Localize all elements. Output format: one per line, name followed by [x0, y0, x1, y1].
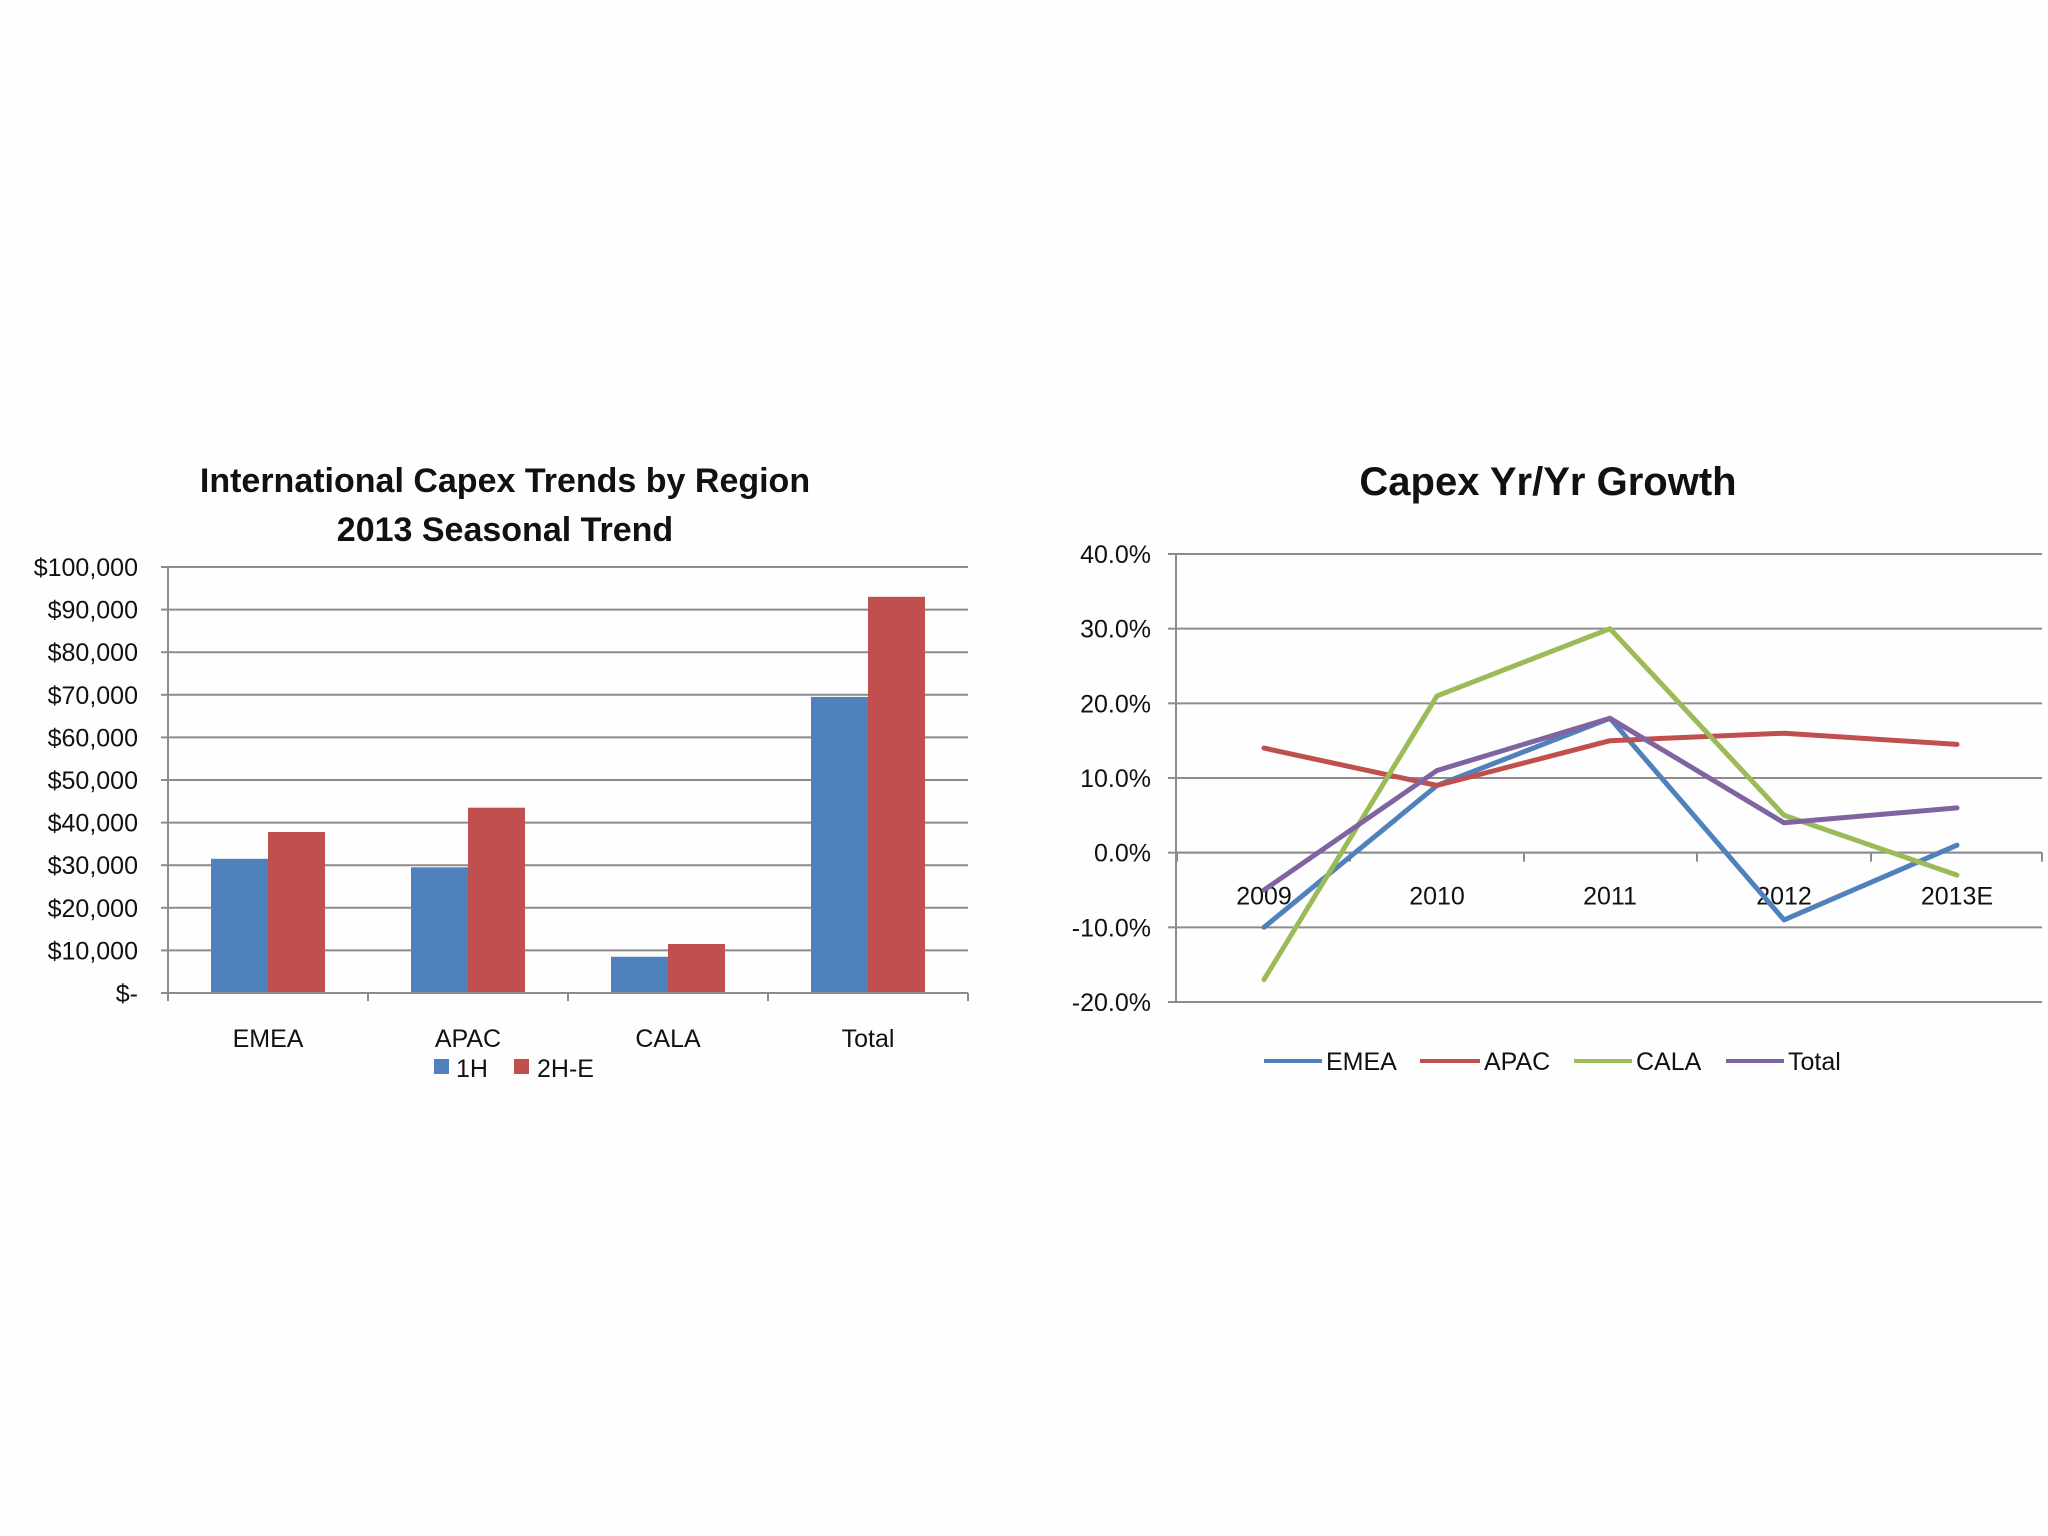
bar-chart-title: International Capex Trends by Region [200, 462, 810, 500]
y-tick-label: $20,000 [48, 895, 138, 923]
legend-label-apac: APAC [1484, 1048, 1550, 1076]
x-tick-label: Total [842, 1025, 895, 1053]
legend-swatch-2h-e [514, 1059, 529, 1074]
y-tick-label: $- [116, 980, 138, 1008]
y-tick-label: $90,000 [48, 597, 138, 625]
bar-chart-legend: 1H 2H-E [434, 1055, 594, 1083]
y-tick-label: $30,000 [48, 852, 138, 880]
bar-chart-y-tick-labels: $- $10,000 $20,000 $30,000 $40,000 $50,000 $60… [34, 554, 138, 1008]
legend-swatch-1h [434, 1059, 449, 1074]
bar-chart-x-tick-labels: EMEA APAC CALA Total [233, 1025, 895, 1053]
y-tick-label: -20.0% [1072, 989, 1151, 1017]
y-tick-label: 0.0% [1094, 840, 1151, 868]
series-line-cala [1261, 626, 1960, 983]
line-chart-y-tick-labels: -20.0% -10.0% 0.0% 10.0% 20.0% 30.0% 40.0% [1072, 541, 1151, 1017]
x-tick-label: 2011 [1583, 883, 1637, 911]
bar-chart: International Capex Trends by Region 201… [34, 462, 969, 1083]
x-tick-label: 2013E [1921, 883, 1993, 911]
bar-total-1h [811, 696, 868, 993]
bar-total-2h-e [868, 596, 925, 993]
y-tick-label: -10.0% [1072, 914, 1151, 942]
legend-label-total: Total [1788, 1048, 1841, 1076]
legend-label-1h: 1H [456, 1055, 488, 1083]
x-tick-label: EMEA [233, 1025, 304, 1053]
y-tick-label: $70,000 [48, 682, 138, 710]
y-tick-label: 10.0% [1080, 765, 1151, 793]
legend-label-2h-e: 2H-E [537, 1055, 594, 1083]
y-tick-label: $100,000 [34, 554, 138, 582]
y-tick-label: $40,000 [48, 810, 138, 838]
legend-label-cala: CALA [1636, 1048, 1702, 1076]
bar-apac-1h [411, 867, 468, 993]
bar-cala-2h-e [668, 944, 725, 993]
series-line-apac [1261, 730, 1960, 788]
y-tick-label: 40.0% [1080, 541, 1151, 569]
bar-cala-1h [611, 956, 668, 993]
y-tick-label: $80,000 [48, 639, 138, 667]
y-tick-label: $60,000 [48, 724, 138, 752]
y-tick-label: $50,000 [48, 767, 138, 795]
bar-apac-2h-e [468, 807, 525, 993]
line-chart: Capex Yr/Yr Growth -20.0% -10.0% 0.0% 10.0%… [1072, 460, 2043, 1076]
bar-chart-subtitle: 2013 Seasonal Trend [337, 511, 673, 549]
line-chart-legend: EMEA APAC CALA Total [1264, 1048, 1841, 1076]
line-chart-series [1261, 626, 1960, 983]
line-chart-gridlines [1168, 553, 2042, 1003]
y-tick-label: 30.0% [1080, 616, 1151, 644]
bar-emea-1h [211, 858, 268, 993]
bar-chart-axes [167, 567, 969, 1001]
bar-emea-2h-e [268, 831, 325, 993]
y-tick-label: $10,000 [48, 937, 138, 965]
x-tick-label: APAC [435, 1025, 501, 1053]
bar-chart-bars [211, 596, 925, 993]
series-line-total [1261, 715, 1960, 893]
x-tick-label: 2009 [1236, 883, 1292, 911]
line-chart-x-tick-labels: 2009 2010 2011 2012 2013E [1236, 883, 1993, 911]
line-chart-title: Capex Yr/Yr Growth [1359, 460, 1736, 504]
x-tick-label: CALA [635, 1025, 701, 1053]
legend-label-emea: EMEA [1326, 1048, 1397, 1076]
y-tick-label: 20.0% [1080, 690, 1151, 718]
x-tick-label: 2010 [1409, 883, 1465, 911]
